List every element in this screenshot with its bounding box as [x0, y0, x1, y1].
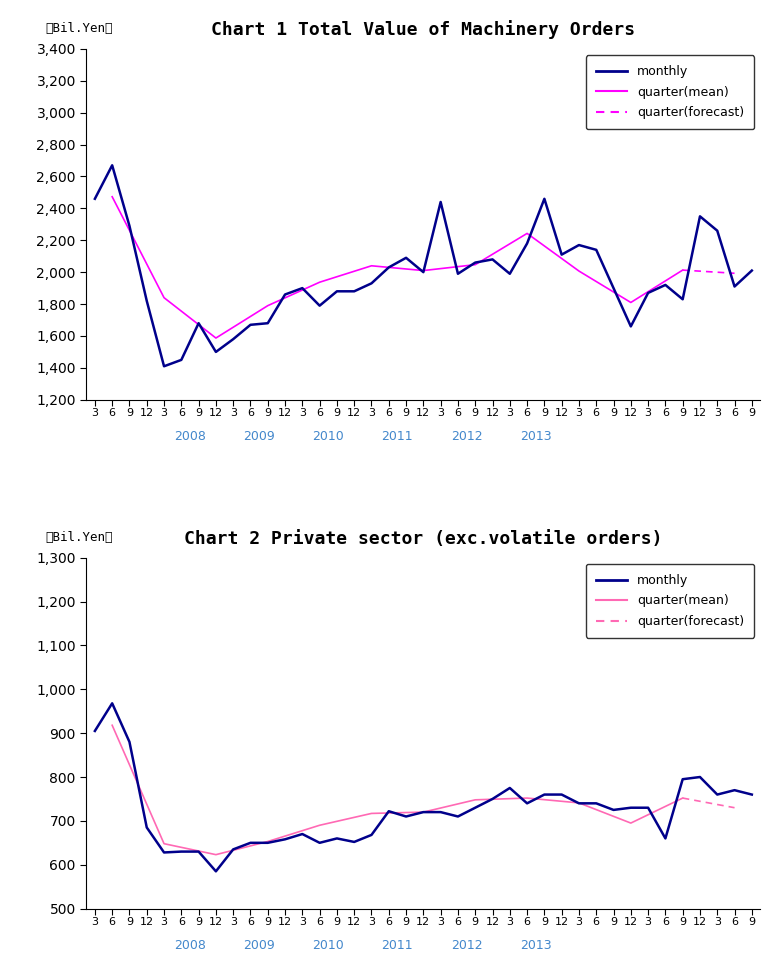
Text: 2011: 2011 [382, 430, 413, 444]
Text: 2010: 2010 [312, 939, 344, 953]
Text: 2008: 2008 [174, 430, 206, 444]
Text: 2008: 2008 [174, 939, 206, 953]
Text: 2009: 2009 [243, 939, 275, 953]
Legend: monthly, quarter(mean), quarter(forecast): monthly, quarter(mean), quarter(forecast… [586, 564, 754, 638]
Text: （Bil.Yen）: （Bil.Yen） [45, 531, 113, 543]
Legend: monthly, quarter(mean), quarter(forecast): monthly, quarter(mean), quarter(forecast… [586, 55, 754, 129]
Title: Chart 2 Private sector (exc.volatile orders): Chart 2 Private sector (exc.volatile ord… [184, 530, 662, 548]
Text: 2010: 2010 [312, 430, 344, 444]
Text: 2013: 2013 [520, 430, 552, 444]
Text: 2009: 2009 [243, 430, 275, 444]
Text: 2011: 2011 [382, 939, 413, 953]
Text: 2012: 2012 [451, 430, 482, 444]
Title: Chart 1 Total Value of Machinery Orders: Chart 1 Total Value of Machinery Orders [212, 20, 635, 39]
Text: 2012: 2012 [451, 939, 482, 953]
Text: （Bil.Yen）: （Bil.Yen） [45, 21, 113, 35]
Text: 2013: 2013 [520, 939, 552, 953]
